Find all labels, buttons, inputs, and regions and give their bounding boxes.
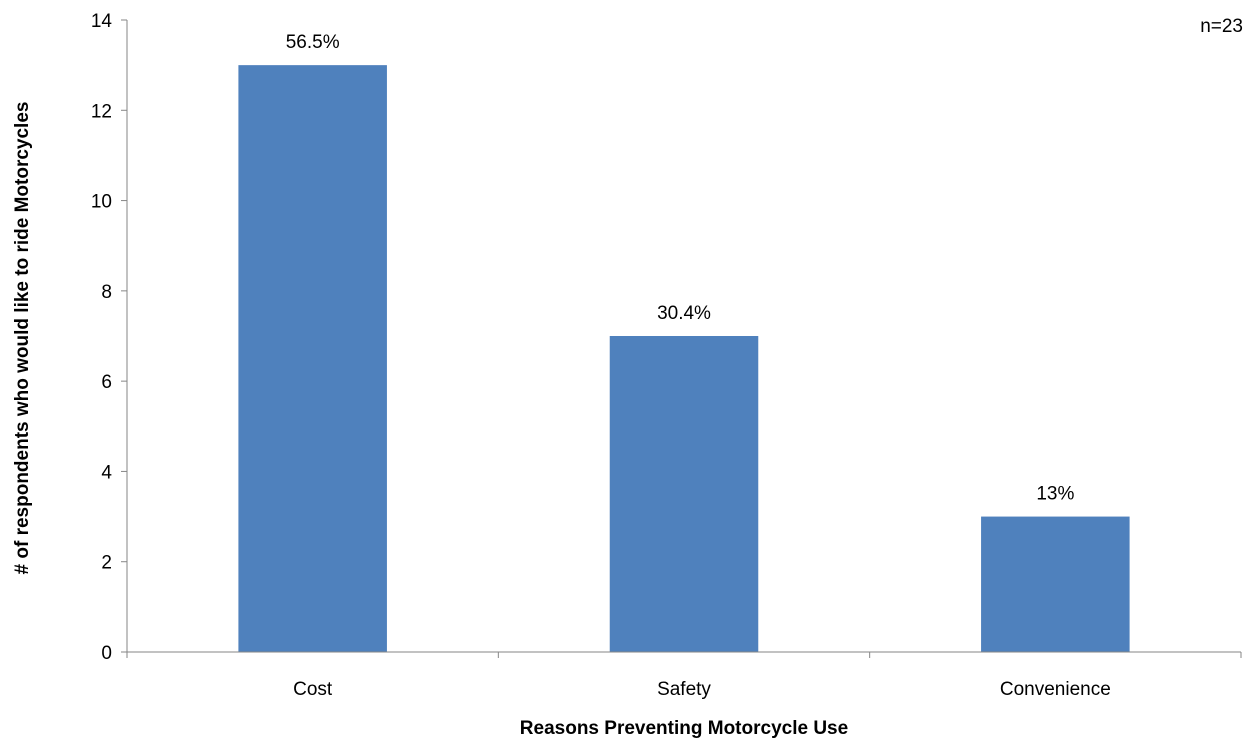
x-tick-label-convenience: Convenience xyxy=(1000,679,1111,700)
y-tick-label: 2 xyxy=(101,553,112,574)
y-ticks-group: 0 2 4 6 8 10 12 14 xyxy=(91,11,127,664)
data-label-cost: 56.5% xyxy=(286,32,340,53)
data-label-safety: 30.4% xyxy=(657,303,711,324)
x-axis-title: Reasons Preventing Motorcycle Use xyxy=(520,718,848,739)
y-tick-label: 12 xyxy=(91,101,112,122)
bar-cost xyxy=(238,65,387,652)
y-tick-label: 10 xyxy=(91,192,112,213)
y-axis-title: # of respondents who would like to ride … xyxy=(12,102,33,575)
x-ticks-group: Cost Safety Convenience xyxy=(126,652,1242,700)
x-tick-label-cost: Cost xyxy=(293,679,333,700)
y-tick-label: 0 xyxy=(101,643,112,664)
y-tick-label: 14 xyxy=(91,11,113,32)
bar-safety xyxy=(609,336,759,652)
y-tick-label: 6 xyxy=(101,372,112,393)
x-tick-label-safety: Safety xyxy=(657,679,711,700)
data-labels-group: 56.5% 30.4% 13% xyxy=(286,32,1075,504)
sample-size-annotation: n=23 xyxy=(1200,16,1243,37)
y-tick-label: 4 xyxy=(101,462,112,483)
bar-convenience xyxy=(981,516,1130,652)
bars-group xyxy=(238,65,1130,652)
data-label-convenience: 13% xyxy=(1036,484,1074,505)
y-tick-label: 8 xyxy=(101,282,112,303)
